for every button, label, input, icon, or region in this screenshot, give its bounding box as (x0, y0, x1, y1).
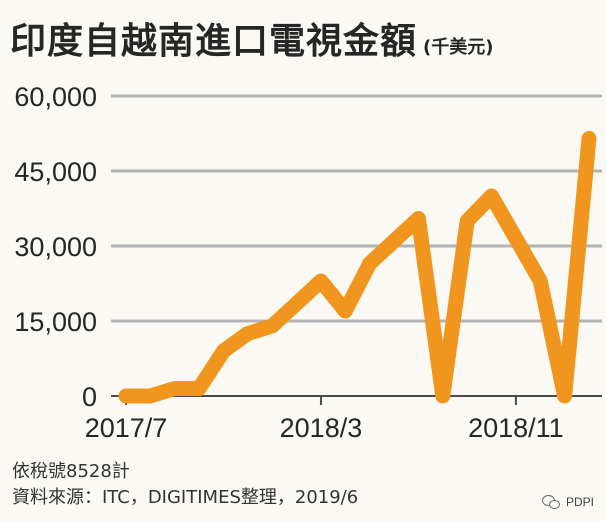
data-point (588, 137, 590, 140)
data-point (563, 395, 566, 397)
data-point (539, 280, 542, 282)
data-point (246, 332, 249, 335)
x-tick-label: 2017/7 (85, 413, 168, 443)
data-point (514, 237, 517, 240)
data-point (441, 395, 444, 397)
data-point (368, 262, 371, 265)
data-point (271, 325, 274, 327)
data-point (393, 240, 396, 242)
data-point (295, 302, 298, 305)
data-point (490, 195, 493, 197)
series (118, 131, 597, 404)
author-note: 依稅號8528計 (12, 461, 130, 482)
data-point (417, 217, 420, 220)
y-tick-label: 45,000 (14, 157, 97, 187)
y-tick-label: 30,000 (14, 232, 97, 262)
y-tick-label: 0 (82, 382, 97, 412)
data-point (466, 220, 469, 222)
chart-notes: 依稅號8528計 資料來源：ITC，DIGITIMES整理，2019/6 (12, 459, 358, 511)
watermark: PDPI (541, 495, 594, 509)
series-line (118, 131, 597, 404)
data-point (222, 350, 225, 352)
data-point (149, 395, 152, 397)
data-point (344, 310, 347, 312)
data-point (125, 395, 127, 397)
watermark-text: PDPI (565, 495, 594, 509)
x-axis: 2017/7 2018/3 2018/11 (85, 395, 602, 443)
y-tick-label: 60,000 (14, 82, 97, 112)
data-point (173, 387, 176, 390)
data-point (319, 280, 322, 282)
chart-unit: (千美元) (423, 37, 494, 58)
y-tick-label: 15,000 (14, 307, 97, 337)
x-tick-label: 2018/11 (468, 413, 564, 443)
y-axis-ticks: 0 15,000 30,000 45,000 60,000 (14, 82, 97, 412)
data-point (198, 387, 201, 390)
wechat-icon (541, 495, 560, 509)
chart-title: 印度自越南進口電視金額 (10, 21, 418, 62)
source-note: 資料來源：ITC，DIGITIMES整理，2019/6 (12, 487, 359, 508)
title-row: 印度自越南進口電視金額 (千美元) (10, 12, 493, 64)
x-tick-label: 2018/3 (280, 413, 363, 443)
